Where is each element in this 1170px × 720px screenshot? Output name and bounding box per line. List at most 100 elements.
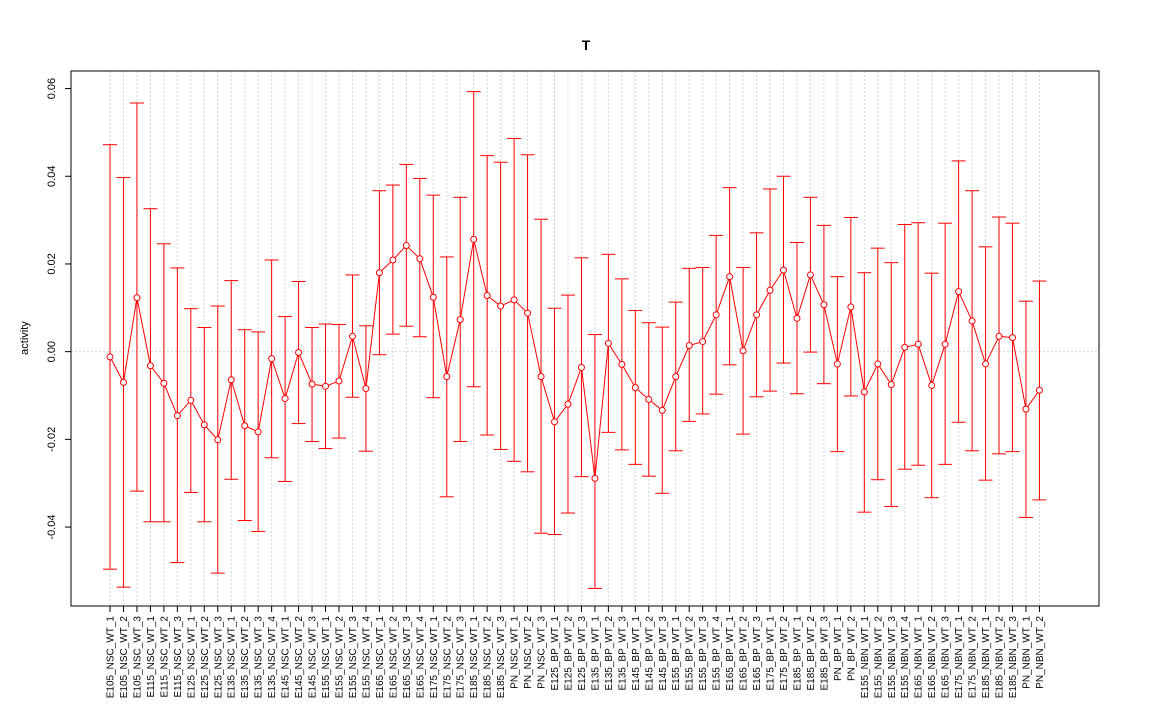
x-tick-label: E135_NSC_WT_2 xyxy=(240,616,251,699)
x-tick-label: E165_NBN_WT_3 xyxy=(941,616,952,699)
x-tick-label: E115_NSC_WT_2 xyxy=(159,616,170,698)
x-tick-label: E135_NSC_WT_3 xyxy=(254,616,265,699)
data-point xyxy=(146,362,154,370)
data-point xyxy=(847,303,855,311)
data-point xyxy=(470,235,478,243)
x-tick-label: E145_NSC_WT_1 xyxy=(281,616,292,699)
data-point xyxy=(914,340,922,348)
y-tick-label: 0.06 xyxy=(46,78,58,99)
data-point xyxy=(456,316,464,324)
x-tick-label: E185_NSC_WT_3 xyxy=(496,616,507,699)
data-point xyxy=(887,381,895,389)
data-point xyxy=(160,379,168,387)
error-bars xyxy=(103,91,1047,589)
x-tick-label: E135_BP_WT_2 xyxy=(604,616,615,691)
grid-lines xyxy=(71,71,1099,606)
data-point xyxy=(443,373,451,381)
data-point xyxy=(995,332,1003,340)
chart-title: T xyxy=(582,37,591,53)
x-tick-label: E155_BP_WT_2 xyxy=(685,616,696,691)
data-point xyxy=(1022,405,1030,413)
data-point xyxy=(739,347,747,355)
x-tick-label: E165_NSC_WT_4 xyxy=(415,616,426,699)
data-point xyxy=(187,396,195,404)
data-point xyxy=(591,474,599,482)
x-tick-label: E165_NBN_WT_2 xyxy=(927,616,938,699)
data-point xyxy=(322,382,330,390)
data-point xyxy=(712,311,720,319)
data-point xyxy=(295,349,303,357)
x-tick-label: E175_BP_WT_2 xyxy=(779,616,790,691)
x-tick-label: PN_BP_WT_1 xyxy=(833,616,844,681)
x-tick-label: E145_BP_WT_1 xyxy=(631,616,642,691)
data-point xyxy=(537,373,545,381)
data-point xyxy=(1008,334,1016,342)
x-tick-label: E165_NSC_WT_1 xyxy=(375,616,386,699)
data-point xyxy=(173,412,181,420)
data-point xyxy=(416,255,424,263)
data-point xyxy=(820,301,828,309)
x-tick-label: E185_BP_WT_1 xyxy=(792,616,803,691)
data-point xyxy=(941,340,949,348)
x-tick-label: E165_BP_WT_3 xyxy=(752,616,763,691)
x-tick-label: PN_BP_WT_2 xyxy=(846,616,857,681)
x-tick-label: E165_BP_WT_1 xyxy=(725,616,736,691)
x-tick-label: E155_BP_WT_1 xyxy=(671,616,682,691)
data-points xyxy=(106,235,1043,482)
data-point xyxy=(254,428,262,436)
y-axis: -0.04 -0.02 0.00 0.02 0.04 0.06 xyxy=(46,78,71,540)
data-point xyxy=(833,360,841,368)
data-point xyxy=(645,395,653,403)
x-tick-label: E155_NSC_WT_1 xyxy=(321,616,332,699)
data-point xyxy=(685,342,693,350)
data-point xyxy=(928,381,936,389)
y-tick-label: 0.04 xyxy=(46,166,58,187)
y-tick-label: -0.04 xyxy=(46,515,58,540)
x-tick-label: E185_BP_WT_2 xyxy=(806,616,817,691)
x-tick-label: E185_NSC_WT_2 xyxy=(483,616,494,699)
x-tick-label: E125_NSC_WT_3 xyxy=(213,616,224,699)
data-point xyxy=(348,332,356,340)
series-line xyxy=(109,239,1040,479)
x-tick-label: E135_NSC_WT_1 xyxy=(227,616,238,699)
data-point xyxy=(577,363,585,371)
data-point xyxy=(968,317,976,325)
x-tick-label: E135_BP_WT_3 xyxy=(617,616,628,691)
data-point xyxy=(524,309,532,317)
x-tick-label: E185_NBN_WT_2 xyxy=(995,616,1006,699)
data-point xyxy=(335,377,343,385)
y-tick-label: 0.00 xyxy=(46,341,58,362)
x-tick-label: E185_BP_WT_3 xyxy=(819,616,830,691)
x-tick-label: E145_NSC_WT_3 xyxy=(308,616,319,699)
x-tick-label: E175_NSC_WT_1 xyxy=(429,616,440,699)
data-point xyxy=(901,343,909,351)
data-point xyxy=(672,373,680,381)
data-point xyxy=(1035,386,1043,394)
data-point xyxy=(982,360,990,368)
x-tick-label: E115_NSC_WT_3 xyxy=(173,616,184,698)
data-point xyxy=(753,311,761,319)
data-point xyxy=(214,436,222,444)
x-tick-label: E155_NBN_WT_1 xyxy=(860,616,871,699)
data-point xyxy=(227,376,235,384)
plot-frame xyxy=(70,70,1100,607)
data-point xyxy=(955,288,963,296)
data-point xyxy=(497,302,505,310)
x-tick-label: E135_NSC_WT_4 xyxy=(267,616,278,699)
x-tick-label: E135_BP_WT_1 xyxy=(590,616,601,691)
data-point xyxy=(631,384,639,392)
x-tick-label: PN_NSC_WT_1 xyxy=(510,616,521,689)
data-point xyxy=(362,384,370,392)
x-tick-label: PN_NBN_WT_1 xyxy=(1021,616,1032,689)
x-tick-label: E125_BP_WT_3 xyxy=(577,616,588,691)
x-tick-label: E165_NBN_WT_1 xyxy=(914,616,925,699)
data-point xyxy=(241,422,249,430)
x-tick-label: E175_BP_WT_1 xyxy=(766,616,777,691)
data-point xyxy=(766,286,774,294)
x-tick-label: E155_NBN_WT_4 xyxy=(900,616,911,699)
x-tick-label: E155_NSC_WT_2 xyxy=(334,616,345,699)
x-tick-label: E175_NBN_WT_2 xyxy=(968,616,979,699)
x-tick-label: E125_BP_WT_2 xyxy=(563,616,574,691)
data-point xyxy=(780,266,787,274)
